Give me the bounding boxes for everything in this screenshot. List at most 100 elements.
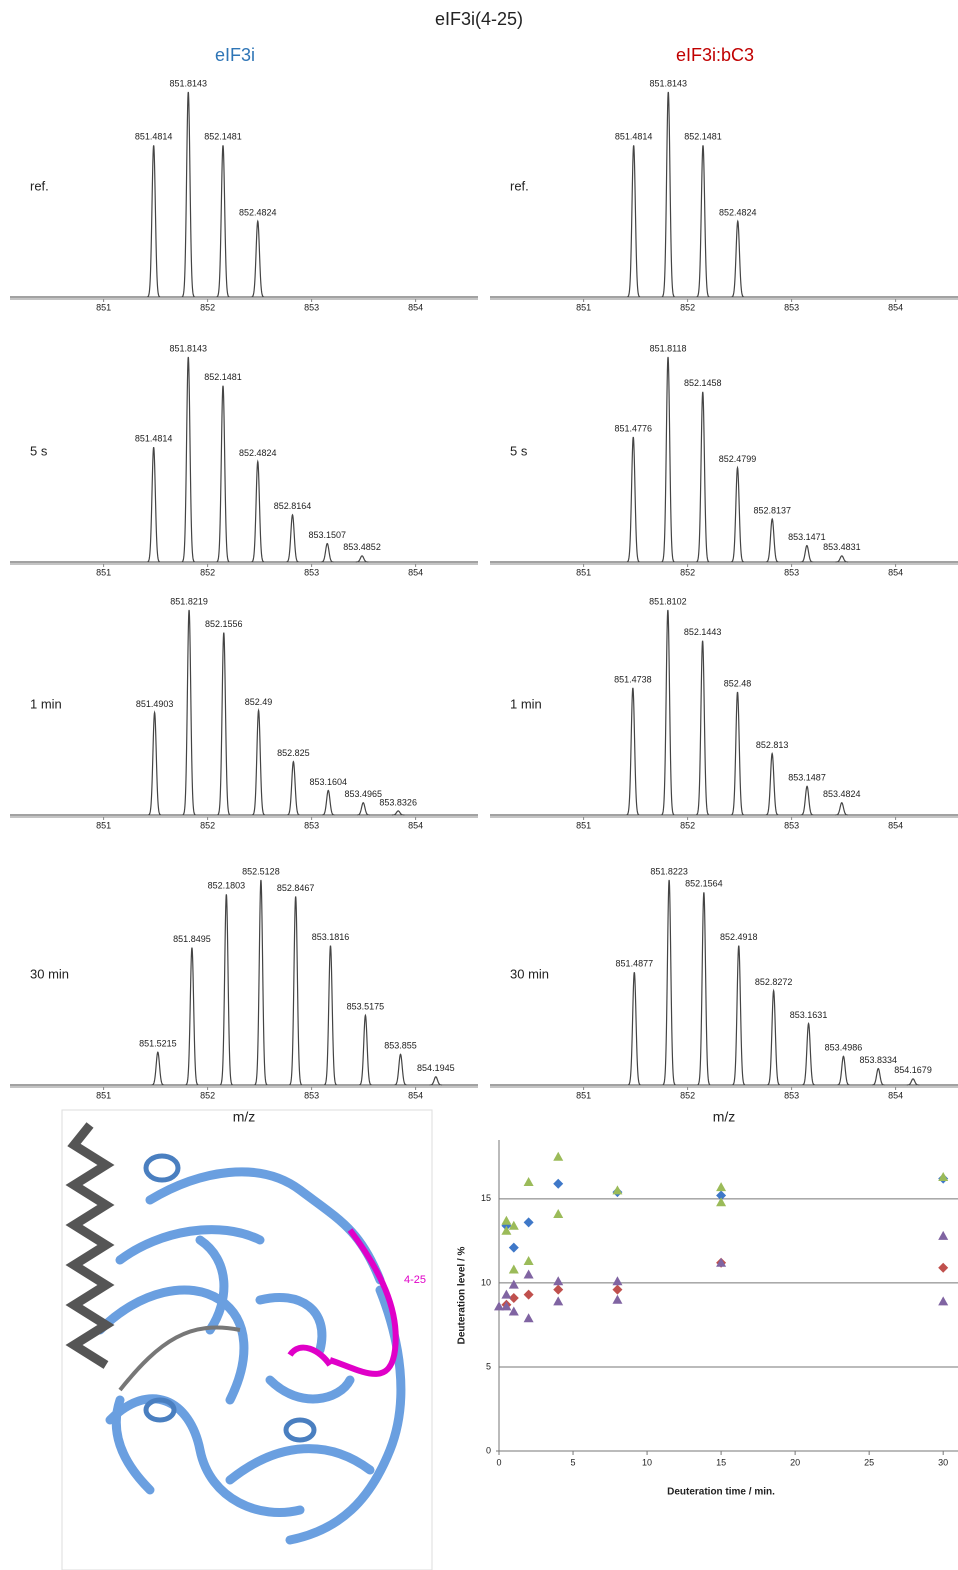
peak	[835, 802, 849, 816]
x-tick-label: 851	[96, 567, 111, 577]
peak	[696, 640, 710, 816]
peak	[219, 894, 233, 1086]
peak	[254, 879, 268, 1086]
peak	[355, 555, 369, 563]
peak-label: 852.4918	[720, 932, 758, 942]
peak-label: 852.4824	[239, 208, 277, 218]
column-title: eIF3i:bC3	[676, 45, 754, 65]
peak	[732, 945, 746, 1086]
peak	[696, 391, 710, 563]
x-axis-title: m/z	[233, 1109, 256, 1125]
protein-structure: 4-25	[61, 1109, 433, 1570]
spectrum-label: 1 min	[30, 696, 62, 711]
x-tick-label: 854	[888, 302, 903, 312]
data-point	[523, 1217, 534, 1228]
peak-label: 851.8143	[170, 343, 208, 353]
peak	[356, 802, 370, 816]
data-point	[508, 1264, 519, 1274]
data-point	[501, 1301, 512, 1311]
x-tick-label: 854	[888, 567, 903, 577]
peak-label: 852.1481	[204, 132, 242, 142]
x-tick-label: 30	[938, 1457, 948, 1467]
data-point	[553, 1208, 564, 1218]
peak-label: 853.8326	[379, 797, 417, 807]
peak	[802, 1022, 815, 1086]
peak	[147, 145, 161, 298]
x-tick-label: 854	[888, 820, 903, 830]
peak-label: 851.4903	[136, 699, 174, 709]
peak	[731, 465, 744, 563]
peak	[429, 1076, 443, 1086]
data-point	[553, 1276, 564, 1286]
data-point	[508, 1220, 519, 1230]
data-point	[508, 1279, 519, 1289]
x-tick-label: 5	[571, 1457, 576, 1467]
x-tick-label: 25	[864, 1457, 874, 1467]
x-tick-label: 852	[200, 567, 215, 577]
peak	[626, 436, 640, 563]
x-tick-label: 852	[680, 820, 695, 830]
peak	[696, 145, 710, 298]
data-point	[938, 1262, 949, 1273]
peak-label: 852.4824	[239, 448, 277, 458]
peak	[872, 1067, 885, 1086]
x-tick-label: 851	[96, 1090, 111, 1100]
peak	[322, 789, 335, 816]
peak-label: 853.5175	[347, 1002, 385, 1012]
spectrum-label: 30 min	[30, 966, 69, 981]
peak	[626, 687, 640, 816]
data-point	[508, 1242, 519, 1253]
x-tick-label: 854	[408, 302, 423, 312]
data-point	[523, 1313, 534, 1323]
x-tick-label: 852	[680, 302, 695, 312]
peak	[252, 708, 265, 816]
y-tick-label: 15	[481, 1193, 491, 1203]
peak	[147, 447, 161, 563]
peak-label: 853.1631	[790, 1010, 828, 1020]
y-axis-title: Deuteration level / %	[457, 1246, 468, 1344]
data-point	[523, 1289, 534, 1300]
data-point	[716, 1182, 727, 1192]
spectrum-label: ref.	[30, 178, 49, 193]
peak	[216, 145, 230, 298]
peak-label: 851.8118	[650, 343, 687, 353]
peak	[906, 1078, 920, 1086]
data-point	[501, 1225, 512, 1235]
peak-label: 853.1487	[788, 773, 826, 783]
x-tick-label: 853	[784, 302, 799, 312]
peak	[182, 609, 196, 816]
peak-label: 852.8164	[274, 501, 312, 511]
x-tick-label: 853	[304, 820, 319, 830]
data-point	[501, 1215, 512, 1225]
x-tick-label: 852	[200, 820, 215, 830]
peak-label: 853.1816	[312, 932, 350, 942]
peak-label: 853.4986	[825, 1043, 863, 1053]
data-point	[523, 1269, 534, 1279]
peak	[251, 459, 265, 563]
peak	[181, 356, 195, 563]
x-tick-label: 854	[888, 1090, 903, 1100]
data-point	[553, 1284, 564, 1295]
peak	[661, 609, 675, 816]
spectrum-label: 30 min	[510, 966, 549, 981]
data-point	[938, 1171, 949, 1181]
peak-label: 852.8137	[753, 505, 791, 515]
peak-label: 852.48	[724, 678, 752, 688]
x-tick-label: 852	[200, 302, 215, 312]
peak	[359, 1013, 372, 1086]
data-point	[716, 1190, 727, 1201]
peak	[765, 752, 779, 816]
data-point	[501, 1289, 512, 1299]
peak-label: 853.4831	[823, 542, 861, 552]
peak	[627, 972, 641, 1086]
peak-label: 851.4738	[614, 674, 652, 684]
data-point	[612, 1294, 623, 1304]
peak-label: 851.4814	[135, 434, 173, 444]
peak-label: 853.1507	[308, 530, 346, 540]
peak-label: 852.5128	[242, 866, 280, 876]
peak	[662, 879, 676, 1086]
x-tick-label: 853	[304, 302, 319, 312]
x-tick-label: 854	[408, 1090, 423, 1100]
x-tick-label: 853	[304, 567, 319, 577]
peak	[661, 91, 675, 298]
